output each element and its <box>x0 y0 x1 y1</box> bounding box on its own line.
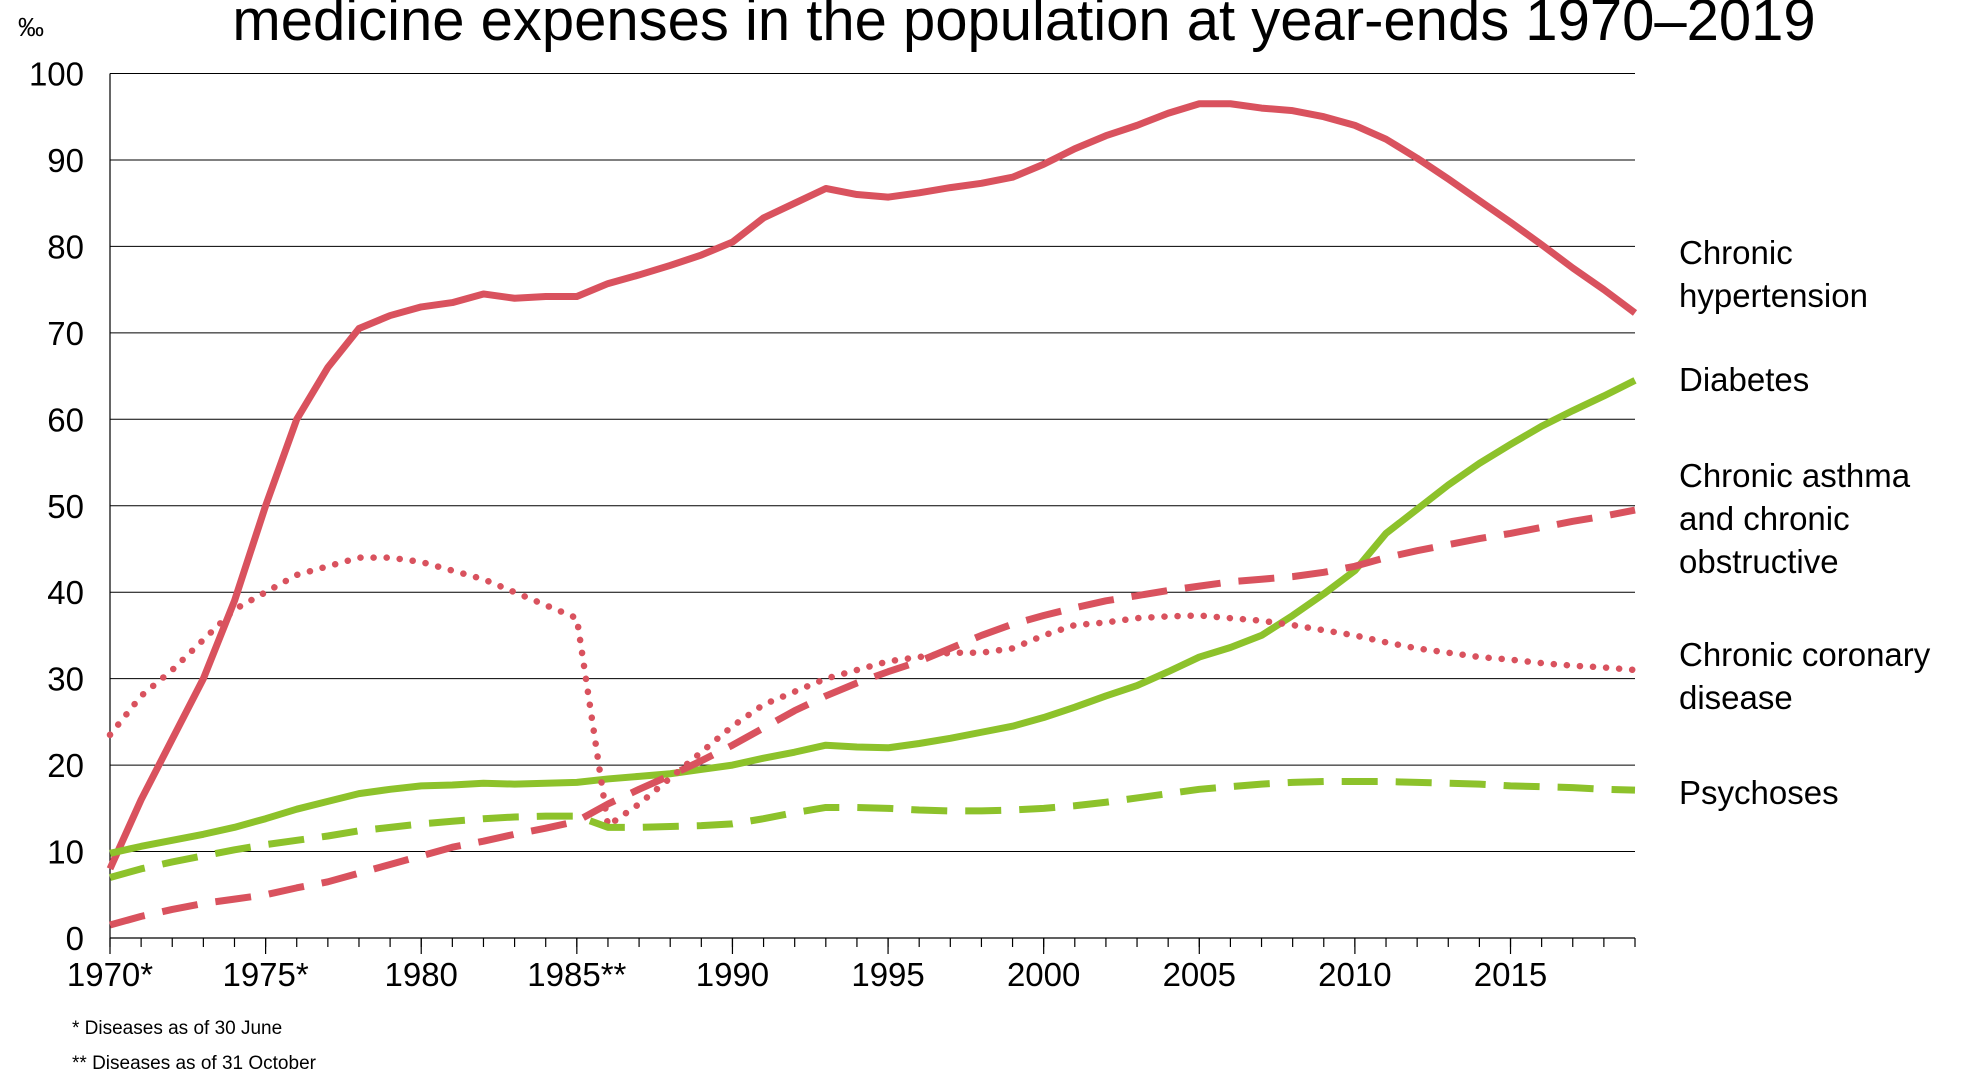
series-label: Diabetes <box>1679 361 1810 399</box>
x-tick-label: 1970* <box>67 956 153 993</box>
y-tick-label: 20 <box>47 747 84 784</box>
y-tick-label: 100 <box>29 56 84 93</box>
series-label: Chronic asthma and chronic obstructive <box>1679 457 1911 581</box>
y-tick-label: 60 <box>47 401 84 438</box>
y-tick-label: 90 <box>47 142 84 179</box>
x-tick-label: 1990 <box>696 956 769 993</box>
y-tick-label: 10 <box>47 834 84 871</box>
series-label: Psychoses <box>1679 774 1839 812</box>
y-tick-label: 50 <box>47 488 84 525</box>
series-label: Chronic coronary disease <box>1679 636 1931 716</box>
series-line <box>109 506 1636 929</box>
x-tick-label: 2015 <box>1474 956 1547 993</box>
series-line <box>106 554 1639 829</box>
x-tick-label: 1985** <box>527 956 626 993</box>
chart-title: medicine expenses in the population at y… <box>232 0 1815 53</box>
y-tick-label: 80 <box>47 228 84 265</box>
x-tick-label: 2005 <box>1163 956 1236 993</box>
y-tick-label: 30 <box>47 661 84 698</box>
y-tick-label: 40 <box>47 574 84 611</box>
series-line <box>109 377 1637 857</box>
x-tick-label: 2010 <box>1318 956 1391 993</box>
x-tick-label: 1980 <box>385 956 458 993</box>
y-tick-label: 0 <box>66 920 84 957</box>
footnote: ** Diseases as of 31 October <box>72 1053 317 1070</box>
series-line <box>109 778 1636 881</box>
y-axis-label: ‰ <box>18 12 44 42</box>
series-label: Chronic hypertension <box>1679 233 1868 314</box>
x-tick-label: 1995 <box>851 956 924 993</box>
y-tick-label: 70 <box>47 315 84 352</box>
footnote: * Diseases as of 30 June <box>72 1018 282 1039</box>
x-tick-label: 2000 <box>1007 956 1080 993</box>
series-line <box>106 100 1638 871</box>
x-tick-label: 1975* <box>222 956 308 993</box>
